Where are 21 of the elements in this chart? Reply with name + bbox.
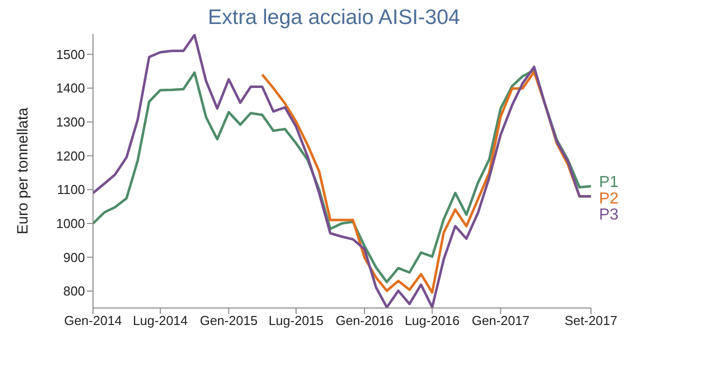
series-label: P1 [599,174,619,192]
y-axis-title: Euro per tonnellata [14,106,32,234]
y-tick-label: 800 [63,284,85,299]
chart-title: Extra lega acciaio AISI-304 [206,6,462,30]
x-tick-label: Set-2017 [564,313,618,328]
series-label: P2 [599,190,619,208]
x-tick-label: Gen-2014 [64,313,122,328]
y-tick-label: 1200 [56,148,85,164]
x-tick-label: Lug-2015 [268,313,324,328]
y-tick-label: 900 [63,250,85,265]
y-tick-label: 1100 [57,182,85,198]
x-tick-label: Lug-2014 [132,313,188,328]
y-tick-label: 1500 [56,46,85,62]
x-tick-label: Lug-2016 [404,313,460,328]
y-tick-label: 1300 [56,114,85,130]
y-tick-label: 1000 [56,216,85,232]
series-label: P3 [599,206,619,224]
x-tick-label: Gen-2017 [472,313,530,328]
x-tick-label: Gen-2015 [200,313,258,328]
y-tick-label: 1400 [56,80,85,96]
x-tick-label: Gen-2016 [336,313,394,328]
